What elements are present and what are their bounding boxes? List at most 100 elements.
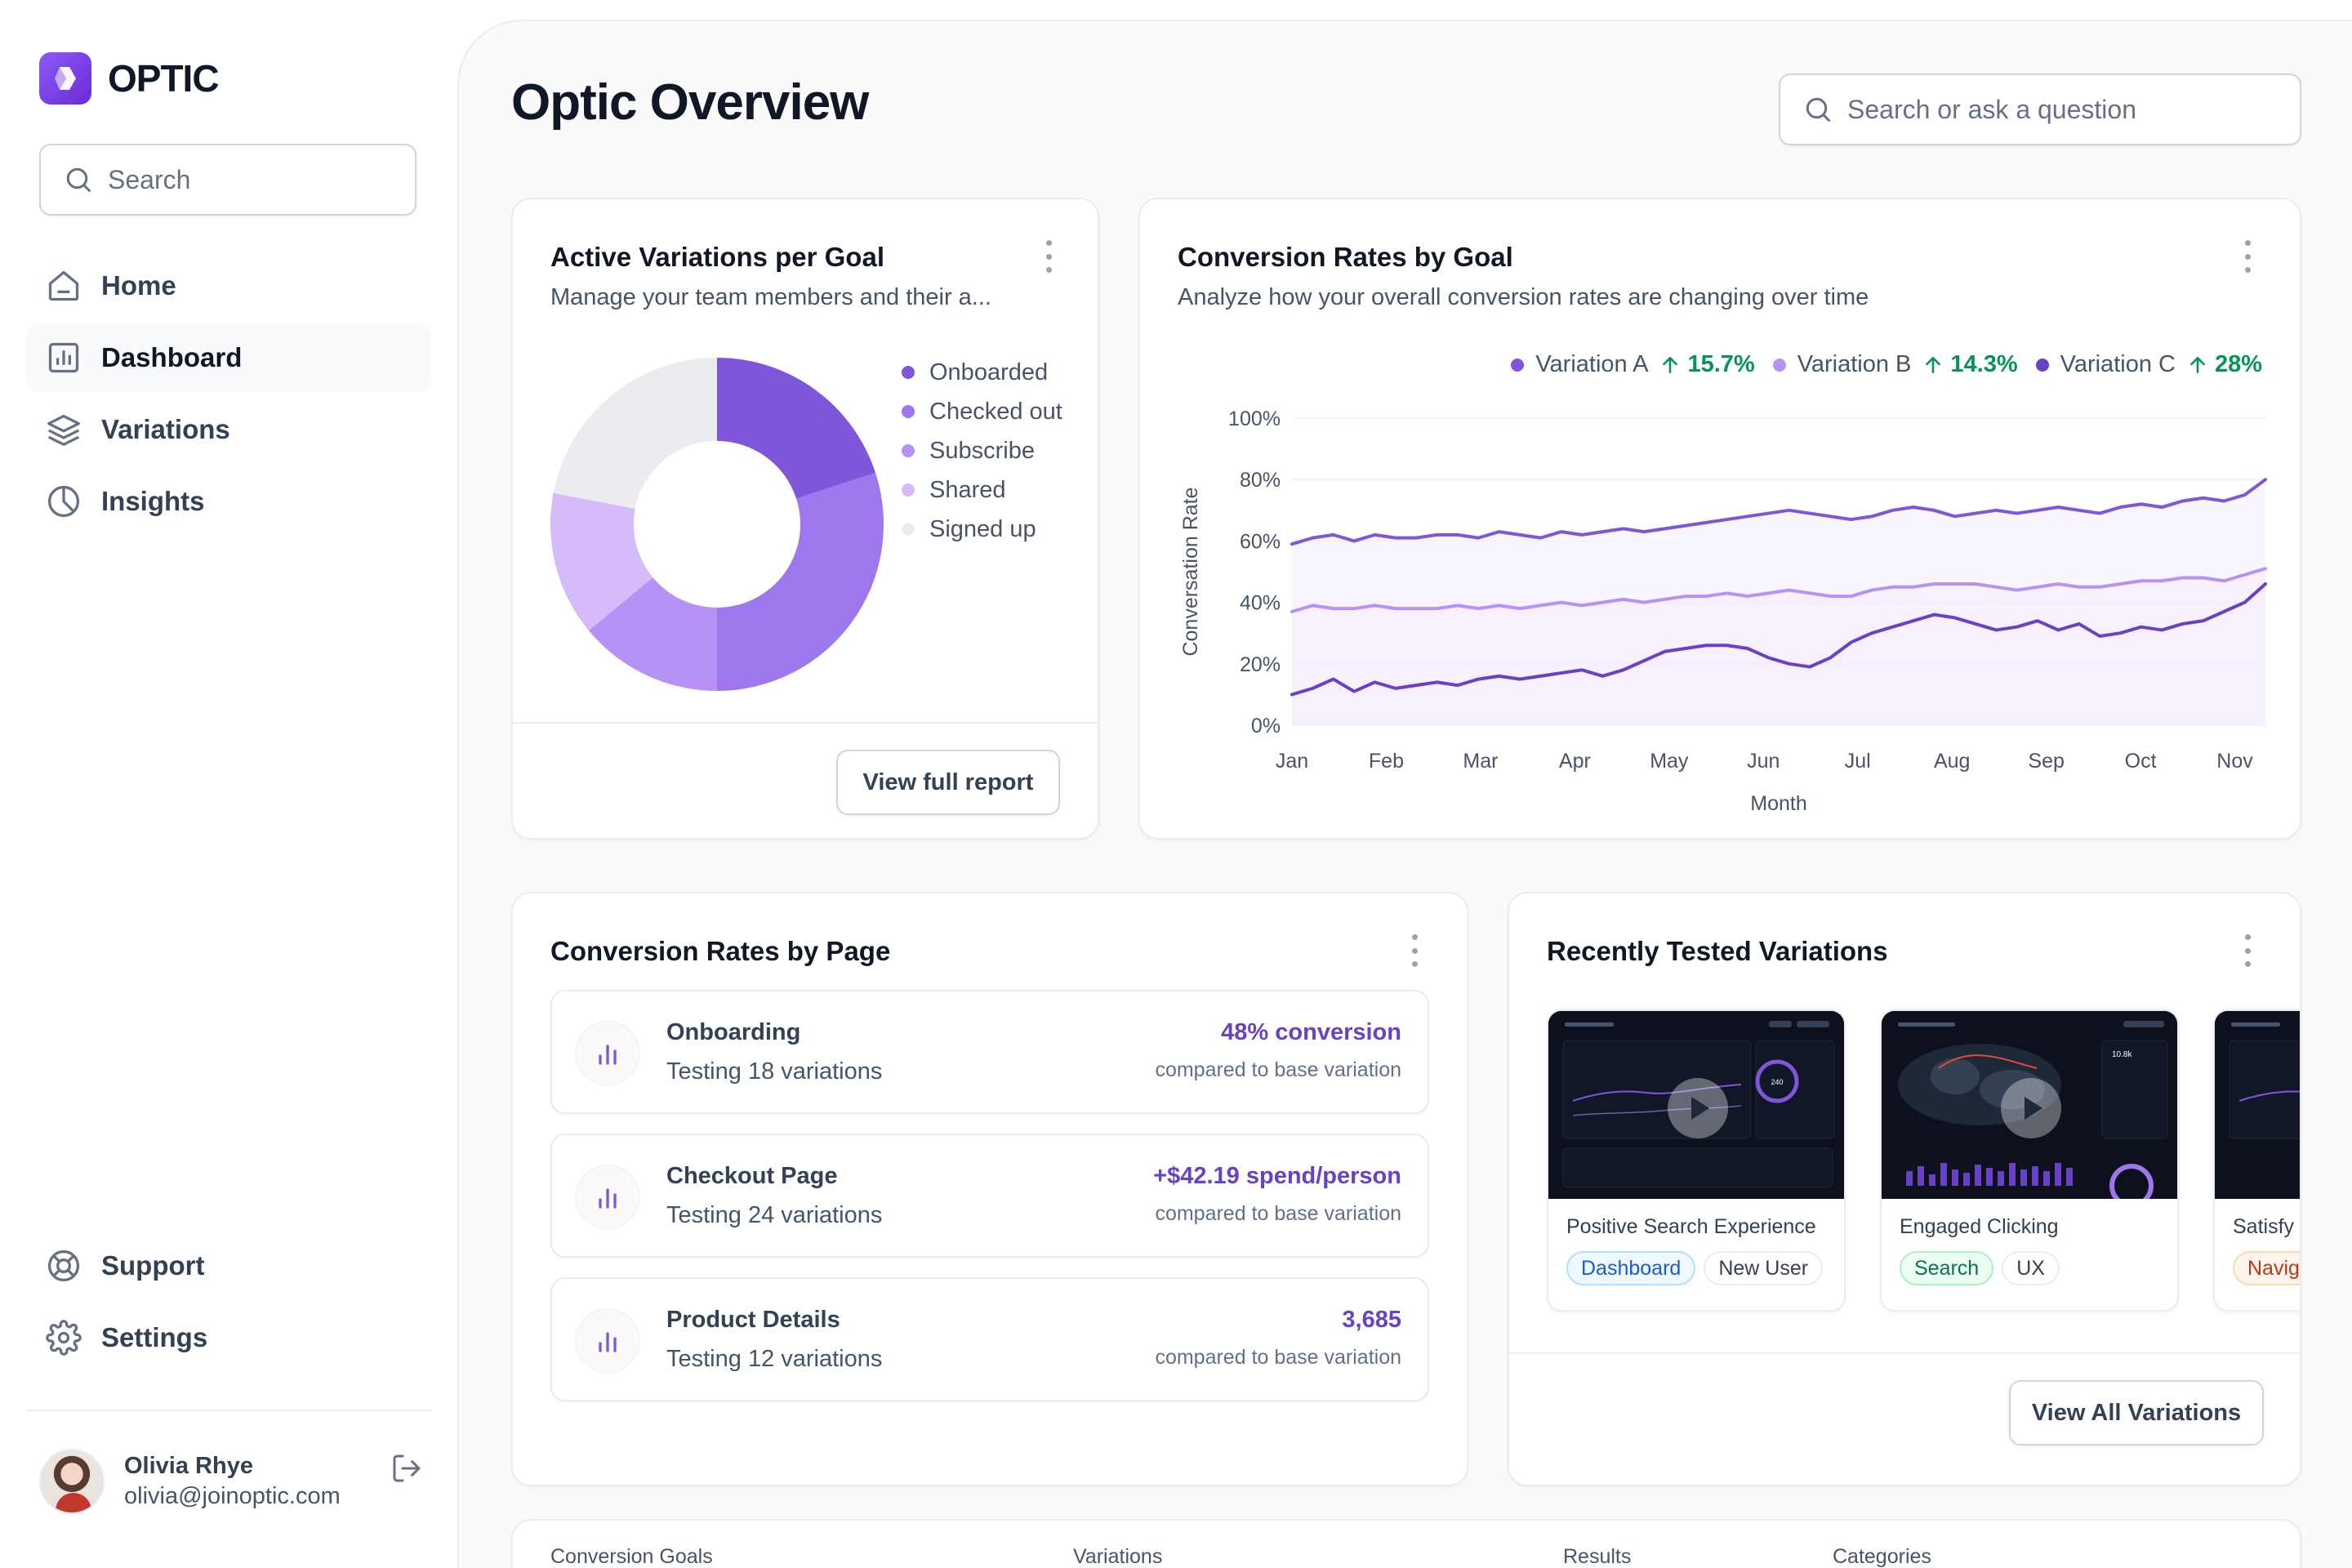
sidebar-search-placeholder: Search	[108, 164, 191, 194]
line-chart: 0% 20% 40% 60% 80% 100% Jan Feb Mar Apr May Jun Jul A…	[1179, 408, 2267, 815]
x-tick-label: Apr	[1559, 750, 1591, 773]
trend-value: 15.7%	[1687, 351, 1755, 377]
nav-item-insights[interactable]: Insights	[26, 467, 431, 536]
recent-variations-card: Recently Tested Variations 24	[1508, 892, 2301, 1486]
avatar[interactable]	[39, 1449, 105, 1514]
tag-badge[interactable]: Dashboard	[1566, 1251, 1696, 1285]
variation-screenshot	[2215, 1011, 2300, 1199]
legend-item-signed-up: Signed up	[902, 510, 1062, 549]
page-row-title: Product Details	[666, 1307, 840, 1333]
line-chart-legend: Variation A 15.7% Variation B 14.3% Vari…	[1511, 351, 2262, 378]
series-line-variation-b[interactable]	[1290, 567, 2267, 613]
tag-badge[interactable]: UX	[2002, 1251, 2060, 1285]
page-row-subtitle: Testing 18 variations	[666, 1058, 883, 1085]
legend-item-variation-c: Variation C 28%	[2035, 351, 2262, 378]
play-icon[interactable]	[1668, 1078, 1728, 1138]
more-options-icon[interactable]	[1044, 240, 1054, 273]
page-row-onboarding[interactable]: Onboarding Testing 18 variations 48% con…	[550, 990, 1429, 1114]
arrow-up-icon	[1663, 356, 1678, 373]
page-row-compared: compared to base variation	[1155, 1058, 1401, 1081]
user-name: Olivia Rhye	[124, 1453, 253, 1479]
page-row-product-details[interactable]: Product Details Testing 12 variations 3,…	[550, 1277, 1429, 1401]
variation-tile[interactable]: 240 Positive Search Experience Dashboard…	[1547, 1009, 1846, 1312]
ask-search-input[interactable]: Search or ask a question	[1779, 74, 2301, 145]
nav-item-dashboard[interactable]: Dashboard	[26, 323, 431, 392]
legend-item-variation-b: Variation B 14.3%	[1772, 351, 2018, 378]
donut-chart	[550, 358, 884, 691]
nav-item-support[interactable]: Support	[26, 1232, 431, 1300]
logout-button[interactable]	[390, 1452, 423, 1489]
column-header[interactable]: Categories	[1833, 1545, 1931, 1568]
user-profile: Olivia Rhye olivia@joinoptic.com	[39, 1449, 423, 1514]
svg-text:240: 240	[1771, 1078, 1783, 1086]
bar-chart-icon	[48, 342, 79, 373]
gear-icon	[46, 1320, 82, 1356]
nav-item-home[interactable]: Home	[26, 252, 431, 320]
tag-badge[interactable]: Search	[1900, 1251, 1994, 1285]
sidebar-divider	[26, 1410, 431, 1411]
main-nav: Home Dashboard Variations Insights	[26, 252, 431, 539]
column-header[interactable]: Variations	[1073, 1545, 1163, 1568]
play-icon[interactable]	[2001, 1078, 2061, 1138]
trend-up: 15.7%	[1659, 351, 1755, 378]
nav-label: Support	[101, 1250, 205, 1281]
view-all-variations-button[interactable]: View All Variations	[2009, 1380, 2264, 1446]
user-email: olivia@joinoptic.com	[124, 1483, 341, 1509]
tag-badge[interactable]: New User	[1704, 1251, 1824, 1285]
y-tick-label: 20%	[1240, 653, 1281, 676]
nav-item-settings[interactable]: Settings	[26, 1303, 431, 1372]
page-row-title: Checkout Page	[666, 1163, 838, 1189]
trend-up: 28%	[2187, 351, 2262, 378]
column-header[interactable]: Conversion Goals	[550, 1545, 713, 1568]
series-line-variation-a[interactable]	[1290, 478, 2267, 546]
legend-label: Variation A	[1535, 351, 1649, 377]
variation-name: Positive Search Experience	[1566, 1215, 1816, 1238]
page-row-subtitle: Testing 24 variations	[666, 1202, 883, 1228]
more-options-icon[interactable]	[2243, 934, 2252, 967]
legend-item-variation-a: Variation A 15.7%	[1511, 351, 1755, 378]
donut-slice-checked-out[interactable]	[717, 472, 884, 691]
legend-label: Variation C	[2060, 351, 2176, 377]
tag-badge[interactable]: Navig	[2233, 1251, 2300, 1285]
sidebar-search-input[interactable]: Search	[39, 144, 416, 216]
donut-slice-onboarded[interactable]	[717, 358, 876, 499]
legend-label: Checked out	[929, 398, 1062, 425]
nav-item-variations[interactable]: Variations	[26, 395, 431, 464]
donut-legend: Onboarded Checked out Subscribe Shared S…	[902, 353, 1062, 549]
x-tick-label: Nov	[2216, 750, 2253, 773]
legend-label: Onboarded	[929, 359, 1049, 385]
y-tick-label: 80%	[1240, 469, 1281, 492]
trend-up: 14.3%	[1922, 351, 2018, 378]
column-header[interactable]: Results	[1563, 1545, 1632, 1568]
nav-label: Variations	[101, 414, 230, 444]
x-tick-label: Jun	[1747, 750, 1780, 773]
legend-label: Subscribe	[929, 437, 1035, 464]
variation-tile[interactable]: Satisfy Navig	[2213, 1009, 2300, 1312]
legend-dot	[2035, 358, 2049, 372]
y-axis-label: Conversation Rate	[1179, 487, 1202, 656]
y-tick-label: 60%	[1240, 530, 1281, 553]
card-title: Active Variations per Goal	[550, 242, 884, 272]
donut-slice-subscribe[interactable]	[588, 577, 717, 691]
donut-slice-shared[interactable]	[550, 492, 653, 631]
page-row-checkout[interactable]: Checkout Page Testing 24 variations +$42…	[550, 1134, 1429, 1258]
card-subtitle: Manage your team members and their a...	[550, 284, 991, 310]
bar-chart-icon	[575, 1165, 640, 1230]
donut-slice-signed-up[interactable]	[553, 358, 717, 509]
variation-tags: Search UX	[1900, 1251, 2060, 1285]
x-axis-label: Month	[1750, 792, 1806, 815]
view-full-report-button[interactable]: View full report	[836, 750, 1060, 815]
x-tick-label: Jan	[1276, 750, 1308, 773]
more-options-icon[interactable]	[1410, 934, 1419, 967]
variation-tile[interactable]: 10.8k Engaged Clicking Searc	[1880, 1009, 2179, 1312]
search-icon	[66, 167, 91, 192]
more-options-icon[interactable]	[2243, 240, 2252, 273]
variation-name: Engaged Clicking	[1900, 1215, 2059, 1238]
series-line-variation-c[interactable]	[1290, 582, 2267, 697]
legend-dot	[902, 366, 915, 379]
y-tick-label: 0%	[1251, 715, 1281, 737]
app-logo[interactable]: OPTIC	[39, 52, 220, 105]
conversion-page-card: Conversion Rates by Page Onboarding Test…	[511, 892, 1468, 1486]
y-tick-label: 40%	[1240, 592, 1281, 615]
